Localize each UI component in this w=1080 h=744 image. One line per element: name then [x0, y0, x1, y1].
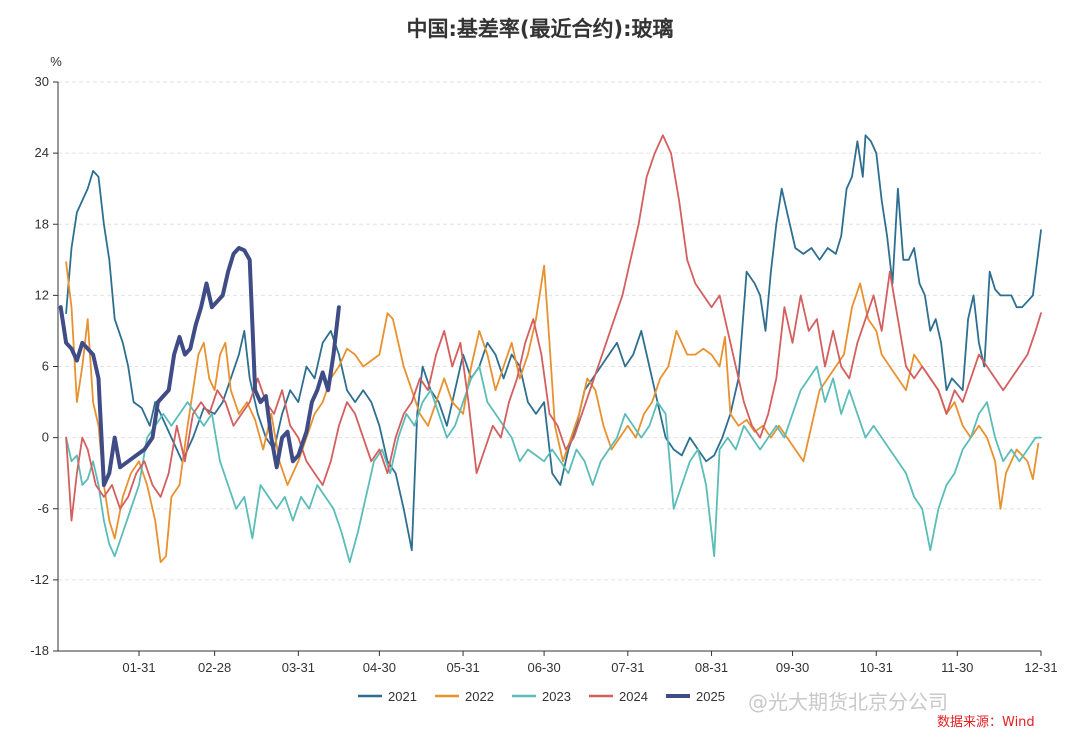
x-tick-label: 08-31 [695, 660, 728, 675]
x-tick-label: 11-30 [941, 660, 973, 675]
legend-label-2024: 2024 [619, 689, 648, 704]
legend: 2021 2022 2023 2024 2025 [358, 689, 725, 704]
legend-label-2023: 2023 [542, 689, 571, 704]
y-axis-ticks: 30 24 18 12 6 0 -6 -12 -18 [30, 74, 58, 658]
x-tick-label: 09-30 [776, 660, 809, 675]
y-tick-label: -6 [37, 501, 49, 516]
legend-label-2021: 2021 [388, 689, 417, 704]
y-tick-label: 12 [35, 287, 49, 302]
y-tick-label: 18 [35, 216, 49, 231]
watermark: @光大期货北京分公司 [748, 690, 948, 714]
x-axis-ticks: 01-31 02-28 03-31 04-30 05-31 06-30 07-31 08-31… [122, 651, 1058, 675]
x-tick-label: 12-31 [1024, 660, 1057, 675]
y-tick-label: 0 [42, 430, 49, 445]
series-lines [58, 134, 1042, 563]
x-tick-label: 07-31 [611, 660, 644, 675]
x-tick-label: 05-31 [446, 660, 479, 675]
x-tick-label: 03-31 [282, 660, 315, 675]
chart-title: 中国:基差率(最近合约):玻璃 [407, 17, 674, 41]
legend-label-2022: 2022 [465, 689, 494, 704]
y-tick-label: 30 [35, 74, 49, 89]
y-tick-label: -18 [30, 643, 49, 658]
axes [57, 82, 1041, 652]
x-tick-label: 06-30 [527, 660, 560, 675]
series-line-2022 [65, 261, 1040, 563]
y-tick-label: 6 [42, 359, 49, 374]
x-tick-label: 02-28 [198, 660, 231, 675]
series-line-2024 [65, 134, 1042, 522]
y-tick-label: -12 [30, 572, 49, 587]
y-tick-label: 24 [35, 145, 49, 160]
x-tick-label: 04-30 [363, 660, 396, 675]
x-tick-label: 01-31 [122, 660, 155, 675]
x-tick-label: 10-31 [860, 660, 893, 675]
series-line-2025 [58, 246, 341, 487]
series-line-2023 [65, 365, 1042, 563]
y-axis-unit: % [50, 54, 62, 69]
legend-label-2025: 2025 [696, 689, 725, 704]
series-line-2021 [65, 134, 1042, 552]
data-source: 数据来源：Wind [937, 715, 1035, 730]
